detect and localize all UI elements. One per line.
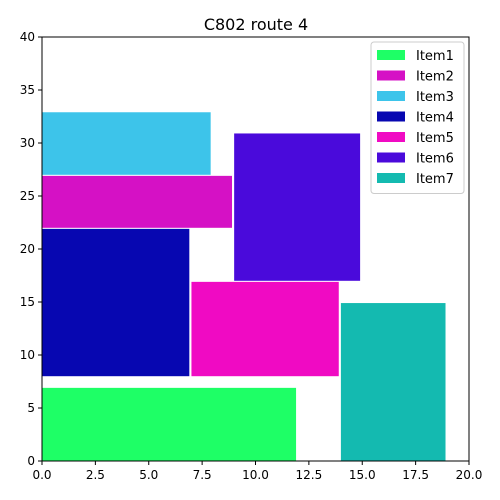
x-tick-label: 0.0	[32, 468, 51, 482]
legend-label-4: Item4	[416, 111, 454, 126]
y-tick-label: 30	[20, 136, 35, 150]
x-tick-label: 2.5	[86, 468, 105, 482]
item-rectangles	[42, 112, 446, 461]
legend-label-3: Item3	[416, 90, 454, 105]
legend-swatch-6	[377, 152, 405, 163]
x-tick-label: 7.5	[193, 468, 212, 482]
legend-label-7: Item7	[416, 172, 454, 187]
y-tick-label: 40	[20, 30, 35, 44]
y-tick-label: 35	[20, 83, 35, 97]
y-tick-label: 0	[27, 454, 35, 468]
x-tick-label: 20.0	[456, 468, 483, 482]
y-tick-label: 20	[20, 242, 35, 256]
legend: Item1 Item2 Item3 Item4 Item5 Item6 Item7	[370, 41, 465, 194]
y-tick-label: 5	[27, 401, 35, 415]
x-tick-label: 17.5	[402, 468, 429, 482]
legend-swatch-4	[377, 111, 405, 122]
legend-label-6: Item6	[416, 152, 454, 167]
legend-swatch-1	[377, 50, 405, 60]
x-tick-label: 12.5	[296, 468, 323, 482]
item-rect-7	[340, 303, 446, 461]
x-tick-label: 5.0	[139, 468, 158, 482]
y-tick-label: 25	[20, 189, 35, 203]
legend-label-1: Item1	[416, 49, 454, 64]
y-tick-label: 10	[20, 348, 35, 362]
y-tick-label: 15	[20, 295, 35, 309]
item-rect-2	[42, 175, 233, 228]
x-tick-label: 15.0	[349, 468, 376, 482]
legend-swatch-5	[377, 132, 405, 142]
item-rect-1	[42, 387, 297, 461]
legend-swatch-2	[377, 70, 405, 81]
item-rect-4	[42, 228, 190, 377]
legend-label-2: Item2	[416, 70, 454, 85]
legend-label-5: Item5	[416, 131, 454, 146]
chart-title: C802 route 4	[204, 15, 308, 34]
legend-swatch-7	[377, 173, 405, 183]
x-tick-label: 10.0	[242, 468, 269, 482]
legend-swatch-3	[377, 91, 405, 101]
item-rect-3	[42, 112, 211, 175]
item-rect-6	[234, 133, 361, 281]
axes: 0.0 2.5 5.0 7.5 10.0 12.5 15.0 17.5 20.0 0 5 10 15 20…	[20, 30, 483, 482]
item-rect-5	[191, 281, 339, 377]
